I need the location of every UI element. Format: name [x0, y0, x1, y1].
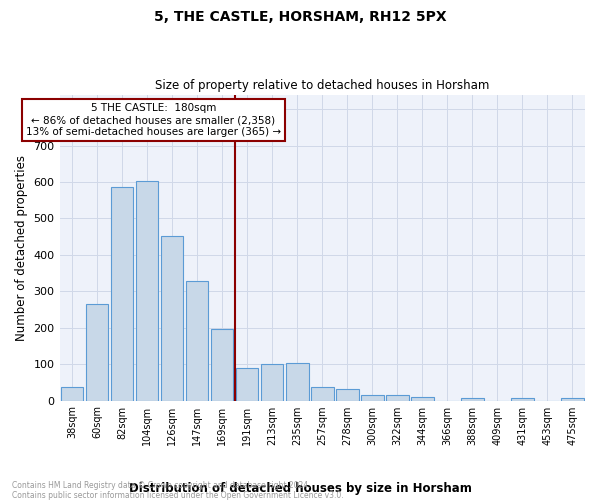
Bar — [211, 329, 233, 400]
Bar — [311, 387, 334, 400]
Bar — [111, 186, 133, 400]
Bar — [561, 398, 584, 400]
Bar — [461, 398, 484, 400]
Bar — [411, 397, 434, 400]
Bar — [236, 368, 259, 400]
Text: Distribution of detached houses by size in Horsham: Distribution of detached houses by size … — [128, 482, 472, 495]
Bar — [261, 364, 283, 401]
Bar — [386, 395, 409, 400]
Bar — [511, 398, 534, 400]
Title: Size of property relative to detached houses in Horsham: Size of property relative to detached ho… — [155, 79, 490, 92]
Bar — [286, 362, 308, 401]
Bar — [186, 281, 208, 400]
Text: 5 THE CASTLE:  180sqm
← 86% of detached houses are smaller (2,358)
13% of semi-d: 5 THE CASTLE: 180sqm ← 86% of detached h… — [26, 104, 281, 136]
Bar — [361, 395, 383, 400]
Bar — [61, 387, 83, 400]
Text: Contains HM Land Registry data © Crown copyright and database right 2024.
Contai: Contains HM Land Registry data © Crown c… — [12, 480, 344, 500]
Bar — [136, 182, 158, 400]
Y-axis label: Number of detached properties: Number of detached properties — [15, 154, 28, 340]
Text: 5, THE CASTLE, HORSHAM, RH12 5PX: 5, THE CASTLE, HORSHAM, RH12 5PX — [154, 10, 446, 24]
Bar — [86, 304, 109, 400]
Bar — [161, 236, 184, 400]
Bar — [336, 388, 359, 400]
